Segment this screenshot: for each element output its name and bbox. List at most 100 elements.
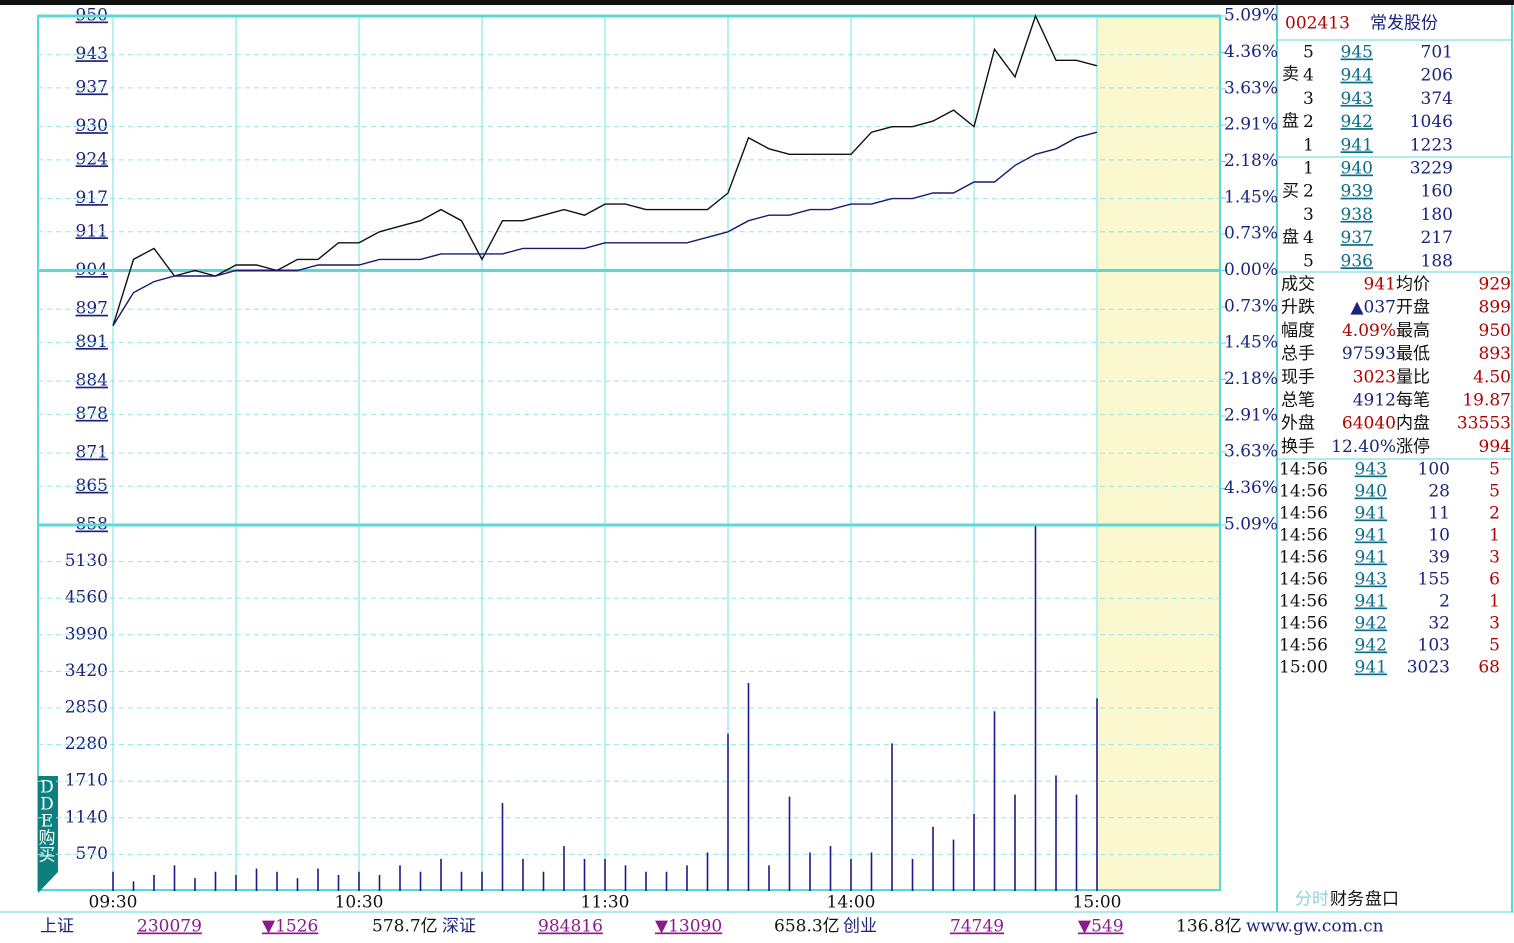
stat-value: 12.40% xyxy=(1331,437,1396,457)
stat-label: 总手 xyxy=(1281,344,1315,364)
book-volume: 180 xyxy=(1421,205,1453,225)
trade-price: 942 xyxy=(1355,636,1387,656)
book-level: 3 xyxy=(1303,205,1314,225)
trade-count: 1 xyxy=(1489,592,1500,612)
stat-label: 幅度 xyxy=(1281,321,1315,341)
stat-label: 总笔 xyxy=(1281,391,1315,411)
trade-volume: 3023 xyxy=(1407,658,1450,678)
y-tick-label: 943 xyxy=(76,44,108,64)
book-level: 5 xyxy=(1303,43,1314,63)
x-tick-label: 10:30 xyxy=(335,893,384,913)
book-level: 5 xyxy=(1303,251,1314,271)
stat-label: 每笔 xyxy=(1396,391,1430,411)
y-tick-label: 871 xyxy=(76,443,108,463)
y-tick-label: 897 xyxy=(76,299,108,319)
trade-time: 15:00 xyxy=(1279,658,1328,678)
trade-time: 14:56 xyxy=(1279,636,1328,656)
book-level: 3 xyxy=(1303,89,1314,109)
book-volume: 3229 xyxy=(1410,159,1453,179)
book-price: 943 xyxy=(1341,89,1373,109)
stat-label: 均价 xyxy=(1396,275,1430,295)
status-item: 深证 xyxy=(442,917,476,937)
status-item: ▼549 xyxy=(1078,917,1124,937)
book-side: 卖 xyxy=(1282,65,1299,85)
trade-price: 941 xyxy=(1355,548,1387,568)
side-button-label: D xyxy=(40,795,54,815)
book-price: 936 xyxy=(1341,251,1373,271)
y2-tick-label: 3.63% xyxy=(1224,79,1278,99)
stat-label: 外盘 xyxy=(1281,414,1315,434)
x-tick-label: 09:30 xyxy=(89,893,138,913)
tab[interactable]: 盘口 xyxy=(1365,890,1399,910)
y-tick-label: 865 xyxy=(76,476,108,496)
stat-label: 升跌 xyxy=(1281,298,1315,318)
price-line xyxy=(112,131,1098,327)
stat-value: 97593 xyxy=(1342,344,1396,364)
stat-value: 64040 xyxy=(1342,414,1396,434)
stat-value: 994 xyxy=(1479,437,1511,457)
stat-label: 最低 xyxy=(1396,344,1430,364)
book-side: 盘 xyxy=(1282,112,1299,132)
trade-count: 6 xyxy=(1489,570,1500,590)
y2-tick-label: 2.18% xyxy=(1224,151,1278,171)
trade-price: 941 xyxy=(1355,526,1387,546)
book-price: 945 xyxy=(1341,43,1373,63)
status-item: 984816 xyxy=(538,917,603,937)
trade-price: 942 xyxy=(1355,614,1387,634)
top-bar xyxy=(0,0,1514,5)
trade-time: 14:56 xyxy=(1279,592,1328,612)
trade-price: 943 xyxy=(1355,570,1387,590)
tab[interactable]: 财务 xyxy=(1330,890,1364,910)
book-level: 1 xyxy=(1303,159,1314,179)
book-side: 盘 xyxy=(1282,228,1299,248)
y-tick-label: 878 xyxy=(76,404,108,424)
trade-count: 2 xyxy=(1489,504,1500,524)
book-level: 4 xyxy=(1303,228,1314,248)
y2-tick-label: 2.91% xyxy=(1224,115,1278,135)
trade-volume: 103 xyxy=(1418,636,1450,656)
side-button-label: E xyxy=(41,812,53,832)
x-tick-label: 11:30 xyxy=(581,893,630,913)
book-volume: 160 xyxy=(1421,182,1453,202)
status-item: ▼1526 xyxy=(262,917,318,937)
stat-label: 成交 xyxy=(1281,275,1315,295)
x-tick-label: 15:00 xyxy=(1073,893,1122,913)
book-level: 2 xyxy=(1303,182,1314,202)
side-button[interactable] xyxy=(38,776,58,893)
trade-count: 5 xyxy=(1489,482,1500,502)
trade-time: 14:56 xyxy=(1279,460,1328,480)
y2-tick-label: 4.36% xyxy=(1224,478,1278,498)
stat-value: 3023 xyxy=(1353,367,1396,387)
trade-volume: 10 xyxy=(1428,526,1450,546)
book-price: 942 xyxy=(1341,112,1373,132)
book-price: 937 xyxy=(1341,228,1373,248)
y-tick-label: 884 xyxy=(76,371,108,391)
stat-label: 最高 xyxy=(1396,321,1430,341)
book-price: 941 xyxy=(1341,135,1373,155)
y2-tick-label: 2.91% xyxy=(1224,406,1278,426)
trade-volume: 39 xyxy=(1428,548,1450,568)
tab[interactable]: 分时 xyxy=(1295,890,1329,910)
book-volume: 217 xyxy=(1421,228,1453,248)
y-tick-label: 570 xyxy=(76,844,108,864)
trade-count: 5 xyxy=(1489,636,1500,656)
stat-label: 开盘 xyxy=(1396,298,1430,318)
trade-volume: 11 xyxy=(1428,504,1450,524)
stat-value: 929 xyxy=(1479,275,1511,295)
book-level: 4 xyxy=(1303,66,1314,86)
stat-label: 现手 xyxy=(1281,367,1315,387)
book-volume: 374 xyxy=(1421,89,1453,109)
status-item: 658.3亿 xyxy=(774,917,840,937)
x-tick-label: 14:00 xyxy=(827,893,876,913)
stock-code: 002413 xyxy=(1285,14,1350,34)
y2-tick-label: 5.09% xyxy=(1224,6,1278,26)
book-price: 944 xyxy=(1341,66,1373,86)
y-tick-label: 891 xyxy=(76,332,108,352)
trade-price: 941 xyxy=(1355,504,1387,524)
book-volume: 1046 xyxy=(1410,112,1453,132)
side-button-label: 购 xyxy=(39,829,56,849)
status-item: www.gw.com.cn xyxy=(1246,917,1384,937)
trade-price: 941 xyxy=(1355,592,1387,612)
trade-volume: 28 xyxy=(1428,482,1450,502)
